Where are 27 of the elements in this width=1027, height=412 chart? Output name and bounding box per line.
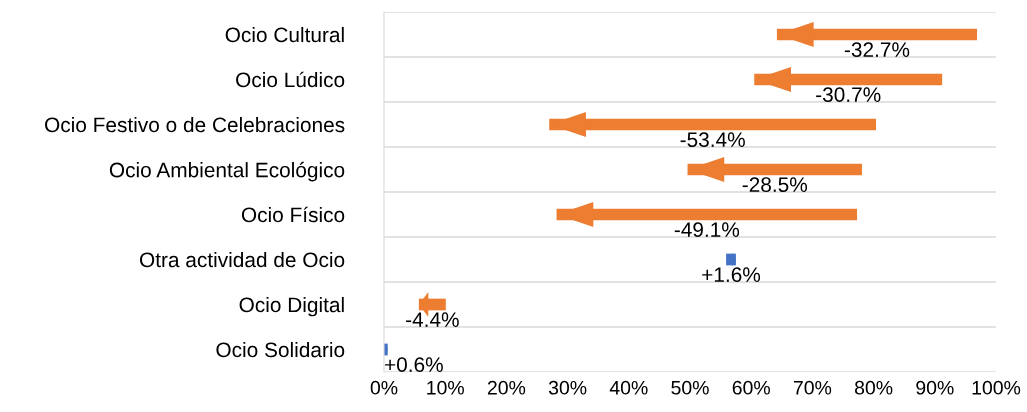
- data-label: -32.7%: [844, 42, 910, 57]
- x-tick-label: 80%: [854, 380, 893, 395]
- y-tick-label: Otra actividad de Ocio: [139, 251, 345, 268]
- x-tick-label: 60%: [732, 380, 770, 395]
- x-tick-label: 70%: [793, 380, 832, 395]
- x-tick-label: 90%: [916, 380, 954, 395]
- data-label: -28.5%: [742, 177, 808, 192]
- data-label: -49.1%: [674, 222, 740, 237]
- y-tick-label: Ocio Festivo o de Celebraciones: [45, 116, 345, 133]
- x-tick-label: 0%: [370, 380, 398, 395]
- y-tick-label: Ocio Ambiental Ecológico: [109, 161, 345, 182]
- data-label: -30.7%: [816, 87, 881, 102]
- data-label: +1.6%: [702, 267, 761, 282]
- x-tick-label: 10%: [427, 380, 464, 395]
- data-label: -4.4%: [406, 312, 459, 327]
- y-tick-label: Ocio Físico: [241, 206, 345, 223]
- y-tick-label: Ocio Digital: [239, 296, 344, 317]
- x-tick-label: 40%: [609, 380, 648, 395]
- x-tick-label: 50%: [671, 380, 709, 395]
- x-tick-label: 20%: [487, 380, 526, 395]
- y-tick-label: Ocio Solidario: [216, 341, 345, 358]
- x-tick-label: 100%: [972, 380, 1021, 395]
- data-label: +0.6%: [385, 357, 443, 372]
- x-tick-label: 30%: [548, 380, 587, 395]
- y-tick-label: Ocio Lúdico: [236, 71, 345, 88]
- y-tick-label: Ocio Cultural: [225, 26, 344, 43]
- data-label: -53.4%: [680, 132, 745, 147]
